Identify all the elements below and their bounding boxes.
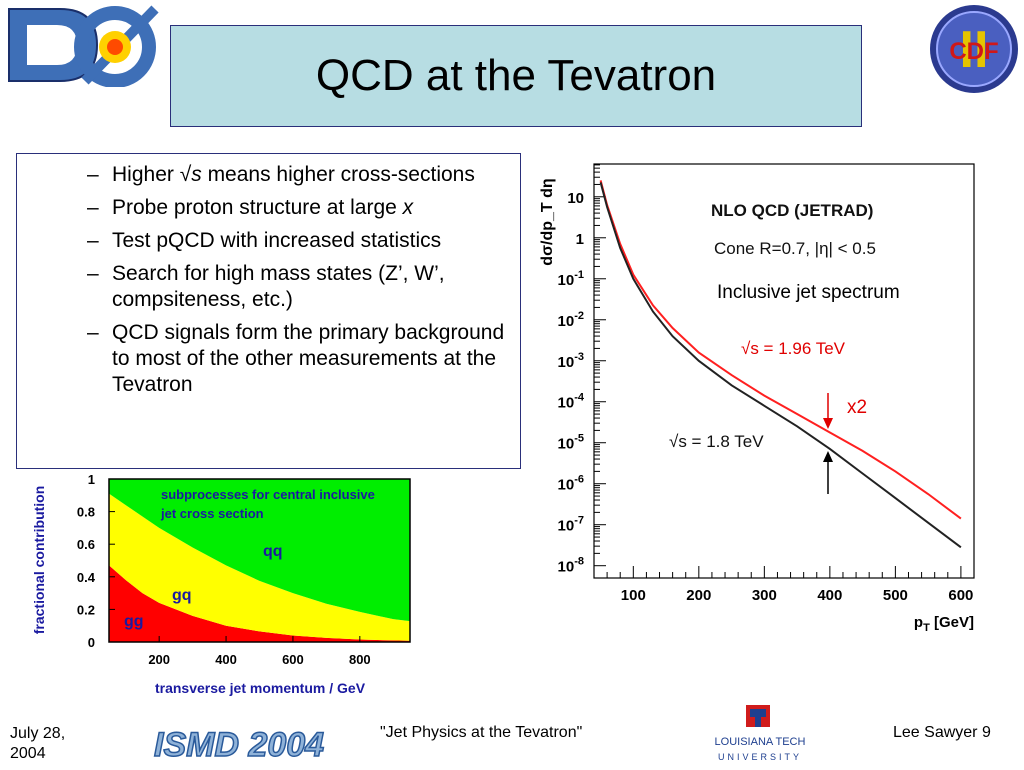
subprocess-chart: 0 0.2 0.4 0.6 0.8 1 200 400 600 800 subprocesses f… — [20, 470, 420, 702]
bullet-dash: – — [87, 229, 99, 252]
y-tick-label: 10-6 — [558, 474, 584, 494]
y-tick-label: 0.2 — [77, 602, 95, 617]
x-tick-label: 100 — [621, 587, 646, 604]
latech-line1: LOUISIANA TECH — [715, 736, 806, 748]
y-tick-label: 10-4 — [558, 392, 585, 412]
bullet-text: Higher √s means higher cross-sections — [112, 163, 475, 186]
bullet-text: Probe proton structure at large x — [112, 196, 414, 219]
x-axis-label: pT [GeV] — [914, 614, 974, 634]
series-label-196: √s = 1.96 TeV — [741, 339, 846, 358]
y-tick-label: 1 — [88, 472, 95, 487]
series-line-18 — [599, 182, 962, 549]
bullet-dash: – — [87, 262, 99, 285]
d0-logo: DØ — [5, 3, 163, 88]
ismd-logo: ISMD 2004 — [152, 720, 334, 765]
bullet-box: – Higher √s means higher cross-sections – P… — [16, 153, 521, 469]
y-tick-label: 0.8 — [77, 505, 95, 520]
footer-date: July 28, 2004 — [10, 725, 66, 762]
bullet-item: – QCD signals form the primary background… — [17, 320, 510, 398]
title-box: QCD at the Tevatron — [170, 25, 862, 127]
y-tick-label: 10-5 — [558, 433, 584, 453]
chart-title-line2: jet cross section — [160, 506, 264, 521]
x-tick-label: 400 — [215, 652, 237, 667]
y-axis-label: dσ/dp_T dη — [539, 178, 556, 265]
x-tick-label: 800 — [349, 652, 371, 667]
cross-section-chart: 10 1 10-1 10-2 10-3 10-4 10-5 10-6 10-7 10-8 100 20… — [528, 150, 1024, 640]
bullet-dash: – — [87, 163, 99, 186]
bullet-item: – Probe proton structure at large x — [17, 195, 510, 221]
ratio-arrowhead-down — [823, 418, 833, 429]
series-label-gg: gg — [124, 613, 144, 630]
chart-title-line1: subprocesses for central inclusive — [161, 487, 375, 502]
series-label-qq: qq — [263, 543, 283, 560]
plot-frame — [593, 163, 975, 579]
ratio-label: x2 — [847, 397, 867, 418]
x-tick-label: 400 — [817, 587, 842, 604]
y-tick-label: 0 — [88, 635, 95, 650]
x-tick-label: 600 — [948, 587, 973, 604]
bullet-list: – Higher √s means higher cross-sections – P… — [17, 154, 520, 398]
x-tick-label: 200 — [686, 587, 711, 604]
y-tick-label: 0.6 — [77, 537, 95, 552]
plot-frame — [108, 478, 411, 643]
y-tick-label: 10 — [567, 190, 584, 207]
y-tick-label: 10-2 — [558, 310, 584, 330]
area-gg — [109, 565, 410, 642]
footer-talk-title: "Jet Physics at the Tevatron" — [380, 724, 583, 741]
bullet-emphasis: x — [402, 196, 414, 219]
series-label-gq: gq — [172, 587, 192, 604]
bullet-dash: – — [87, 196, 99, 219]
bullet-text: Search for high mass states (Z’, W’, com… — [112, 262, 445, 311]
bullet-text: Test pQCD with increased statistics — [112, 229, 442, 252]
latech-logo: LOUISIANA TECH UNIVERSITY — [700, 703, 820, 765]
latech-line2: UNIVERSITY — [718, 752, 802, 762]
cdf-text: CDF — [949, 38, 998, 65]
y-tick-label: 1 — [576, 231, 584, 248]
y-tick-label: 10-1 — [558, 269, 584, 289]
x-tick-label: 500 — [883, 587, 908, 604]
chart-annotation: Inclusive jet spectrum — [717, 282, 900, 303]
area-gq — [109, 493, 410, 641]
x-tick-label: 200 — [148, 652, 170, 667]
ratio-arrowhead-up — [823, 451, 833, 462]
cdf-logo: II CDF — [928, 3, 1020, 95]
ismd-logo-text: ISMD 2004 — [154, 726, 324, 764]
bullet-item: – Test pQCD with increased statistics — [17, 228, 510, 254]
y-tick-label: 10-7 — [558, 515, 584, 535]
y-tick-label: 0.4 — [77, 570, 96, 585]
cdf-numeral: II — [960, 21, 989, 79]
series-label-18: √s = 1.8 TeV — [669, 432, 764, 451]
bullet-item: – Search for high mass states (Z’, W’, co… — [17, 261, 510, 313]
y-tick-label: 10-3 — [558, 351, 584, 371]
x-axis-label: transverse jet momentum / GeV — [155, 680, 366, 696]
y-tick-label: 10-8 — [558, 556, 584, 576]
area-qq — [109, 479, 410, 622]
bullet-text: QCD signals form the primary background … — [112, 321, 505, 396]
bullet-dash: – — [87, 321, 99, 344]
bullet-emphasis: s — [191, 163, 202, 186]
bullet-item: – Higher √s means higher cross-sections — [17, 162, 510, 188]
x-tick-label: 300 — [752, 587, 777, 604]
chart-title: NLO QCD (JETRAD) — [711, 201, 873, 220]
series-line-196 — [599, 180, 962, 520]
page-title: QCD at the Tevatron — [315, 51, 717, 100]
y-axis-label: fractional contribution — [31, 486, 47, 635]
x-tick-label: 600 — [282, 652, 304, 667]
chart-subtitle: Cone R=0.7, |η| < 0.5 — [714, 239, 876, 258]
footer-author-page: Lee Sawyer 9 — [893, 724, 991, 741]
